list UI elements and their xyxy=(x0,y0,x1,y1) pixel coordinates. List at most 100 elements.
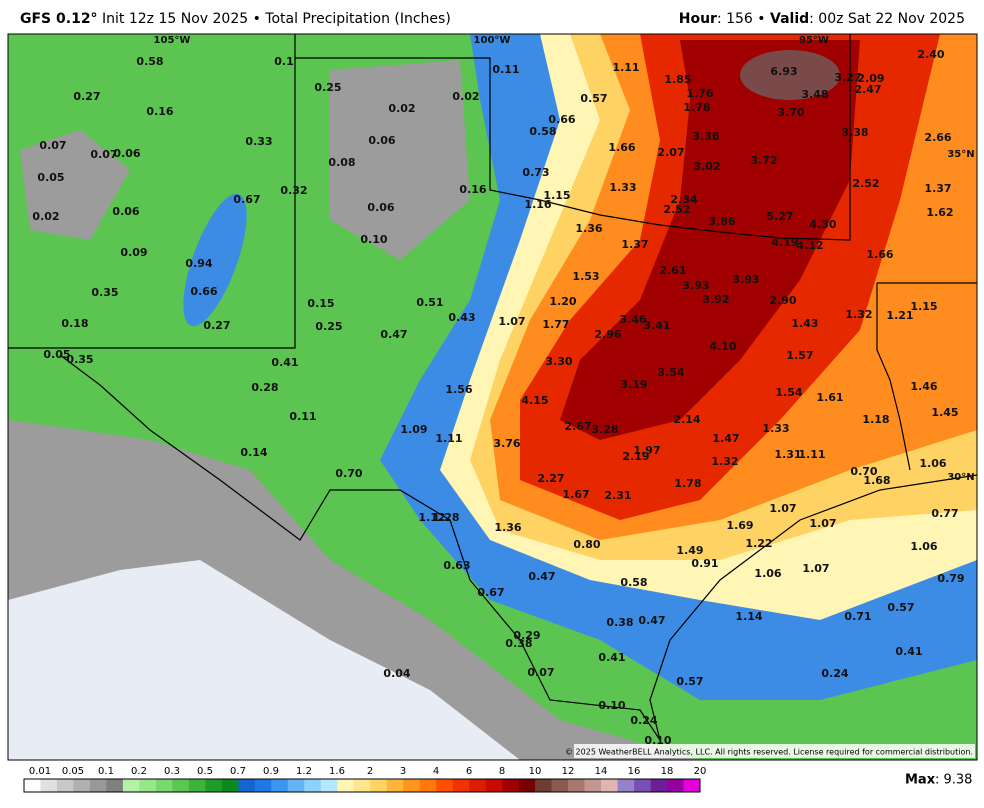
model: GFS 0.12° xyxy=(20,11,98,27)
precip-label: 0.18 xyxy=(61,317,88,330)
precip-label: 1.31 xyxy=(774,448,801,461)
precip-label: 0.25 xyxy=(315,320,342,333)
legend-swatch xyxy=(551,779,569,792)
header-right: Hour: 156 • Valid: 00z Sat 22 Nov 2025 xyxy=(679,11,965,27)
precip-label: 3.92 xyxy=(702,293,729,306)
legend-swatch xyxy=(56,779,74,792)
precip-label: 0.43 xyxy=(448,311,475,324)
precip-label: 2.19 xyxy=(622,450,649,463)
precip-label: 0.41 xyxy=(895,645,922,658)
legend-swatch xyxy=(386,779,404,792)
precip-label: 1.67 xyxy=(562,488,589,501)
precip-label: 5.27 xyxy=(766,210,793,223)
legend-tick: 10 xyxy=(529,766,542,777)
precip-label: 0.29 xyxy=(513,629,540,642)
precip-label: 0.38 xyxy=(606,616,633,629)
legend-tick: 4 xyxy=(433,766,439,777)
precip-label: 0.41 xyxy=(598,651,625,664)
legend-swatch xyxy=(271,779,289,792)
precip-label: 1.37 xyxy=(621,238,648,251)
precip-label: 0.71 xyxy=(844,610,871,623)
legend-swatch xyxy=(667,779,684,792)
precip-label: 1.09 xyxy=(400,423,427,436)
legend-tick: 12 xyxy=(562,766,575,777)
max-value: : 9.38 xyxy=(935,773,972,788)
legend-swatch xyxy=(502,779,519,792)
precip-label: 1.06 xyxy=(919,457,946,470)
precip-label: 3.36 xyxy=(692,130,719,143)
precip-label: 0.11 xyxy=(289,410,316,423)
legend-swatch xyxy=(337,779,355,792)
precip-label: 4.15 xyxy=(521,394,548,407)
precip-label: 0.05 xyxy=(37,171,64,184)
legend-swatch xyxy=(469,779,486,792)
precip-label: 1.22 xyxy=(745,537,772,550)
precip-label: 1.54 xyxy=(775,386,802,399)
precip-label: 1.15 xyxy=(910,300,937,313)
precip-label: 0.15 xyxy=(307,297,334,310)
precip-label: 1.77 xyxy=(542,318,569,331)
legend-swatch xyxy=(40,779,58,792)
precip-label: 4.12 xyxy=(796,239,823,252)
precip-label: 0.80 xyxy=(573,538,600,551)
legend-tick: 0.7 xyxy=(230,766,246,777)
precip-label: 0.51 xyxy=(416,296,443,309)
legend-swatch xyxy=(650,779,668,792)
precip-label: 3.93 xyxy=(732,273,759,286)
legend-swatch xyxy=(535,779,552,792)
precip-label: 0.16 xyxy=(459,183,486,196)
precip-label: 0.66 xyxy=(548,113,575,126)
precip-label: 0.73 xyxy=(522,166,549,179)
precip-label: 4.19 xyxy=(771,236,798,249)
legend-swatch xyxy=(73,779,91,792)
legend-tick: 20 xyxy=(694,766,707,777)
precip-label: 1.62 xyxy=(926,206,953,219)
precip-field xyxy=(8,34,977,760)
precip-label: 0.24 xyxy=(821,667,848,680)
legend-swatch xyxy=(106,779,124,792)
labels: 105°W 100°W 95°W35°N30°N0.580.270.160.070.… xyxy=(32,35,974,747)
legend-swatch xyxy=(436,779,453,792)
legend-tick: 14 xyxy=(595,766,608,777)
legend-swatch xyxy=(568,779,585,792)
precip-label: 0.16 xyxy=(146,105,173,118)
precip-label: 0.06 xyxy=(113,147,140,160)
precip-label: 0.02 xyxy=(32,210,59,223)
legend-tick: 0.01 xyxy=(29,766,51,777)
grid-label: 35°N xyxy=(947,149,974,160)
legend-swatch xyxy=(353,779,371,792)
legend-swatch xyxy=(287,779,305,792)
legend-tick: 8 xyxy=(499,766,505,777)
precip-label: 1.20 xyxy=(549,295,576,308)
legend-swatch xyxy=(304,779,322,792)
legend-swatch xyxy=(634,779,651,792)
precip-label: 0.77 xyxy=(931,507,958,520)
precip-label: 1.46 xyxy=(910,380,937,393)
precip-label: 0.27 xyxy=(73,90,100,103)
precip-label: 0.41 xyxy=(271,356,298,369)
valid-label: Valid xyxy=(770,11,810,27)
precip-label: 1.33 xyxy=(609,181,636,194)
legend-tick: 0.1 xyxy=(98,766,114,777)
legend-swatch xyxy=(419,779,437,792)
precip-label: 1.78 xyxy=(683,101,710,114)
precip-label: 0.35 xyxy=(91,286,118,299)
precip-label: 0.35 xyxy=(66,353,93,366)
precip-label: 3.46 xyxy=(619,313,646,326)
precip-label: 0.79 xyxy=(937,572,964,585)
legend-tick: 2 xyxy=(367,766,373,777)
precip-label: 1.28 xyxy=(432,511,459,524)
legend-swatch xyxy=(205,779,223,792)
precip-label: 4.30 xyxy=(809,218,836,231)
precip-label: 0.07 xyxy=(90,148,117,161)
precip-label: 3.48 xyxy=(801,88,828,101)
precip-label: 0.06 xyxy=(112,205,139,218)
precip-label: 1.66 xyxy=(608,141,635,154)
precip-label: 0.58 xyxy=(136,55,163,68)
precip-label: 0.10 xyxy=(644,734,671,747)
legend-swatch xyxy=(452,779,470,792)
precip-label: 1.18 xyxy=(862,413,889,426)
legend-tick: 1.2 xyxy=(296,766,312,777)
precip-label: 1.76 xyxy=(686,87,713,100)
